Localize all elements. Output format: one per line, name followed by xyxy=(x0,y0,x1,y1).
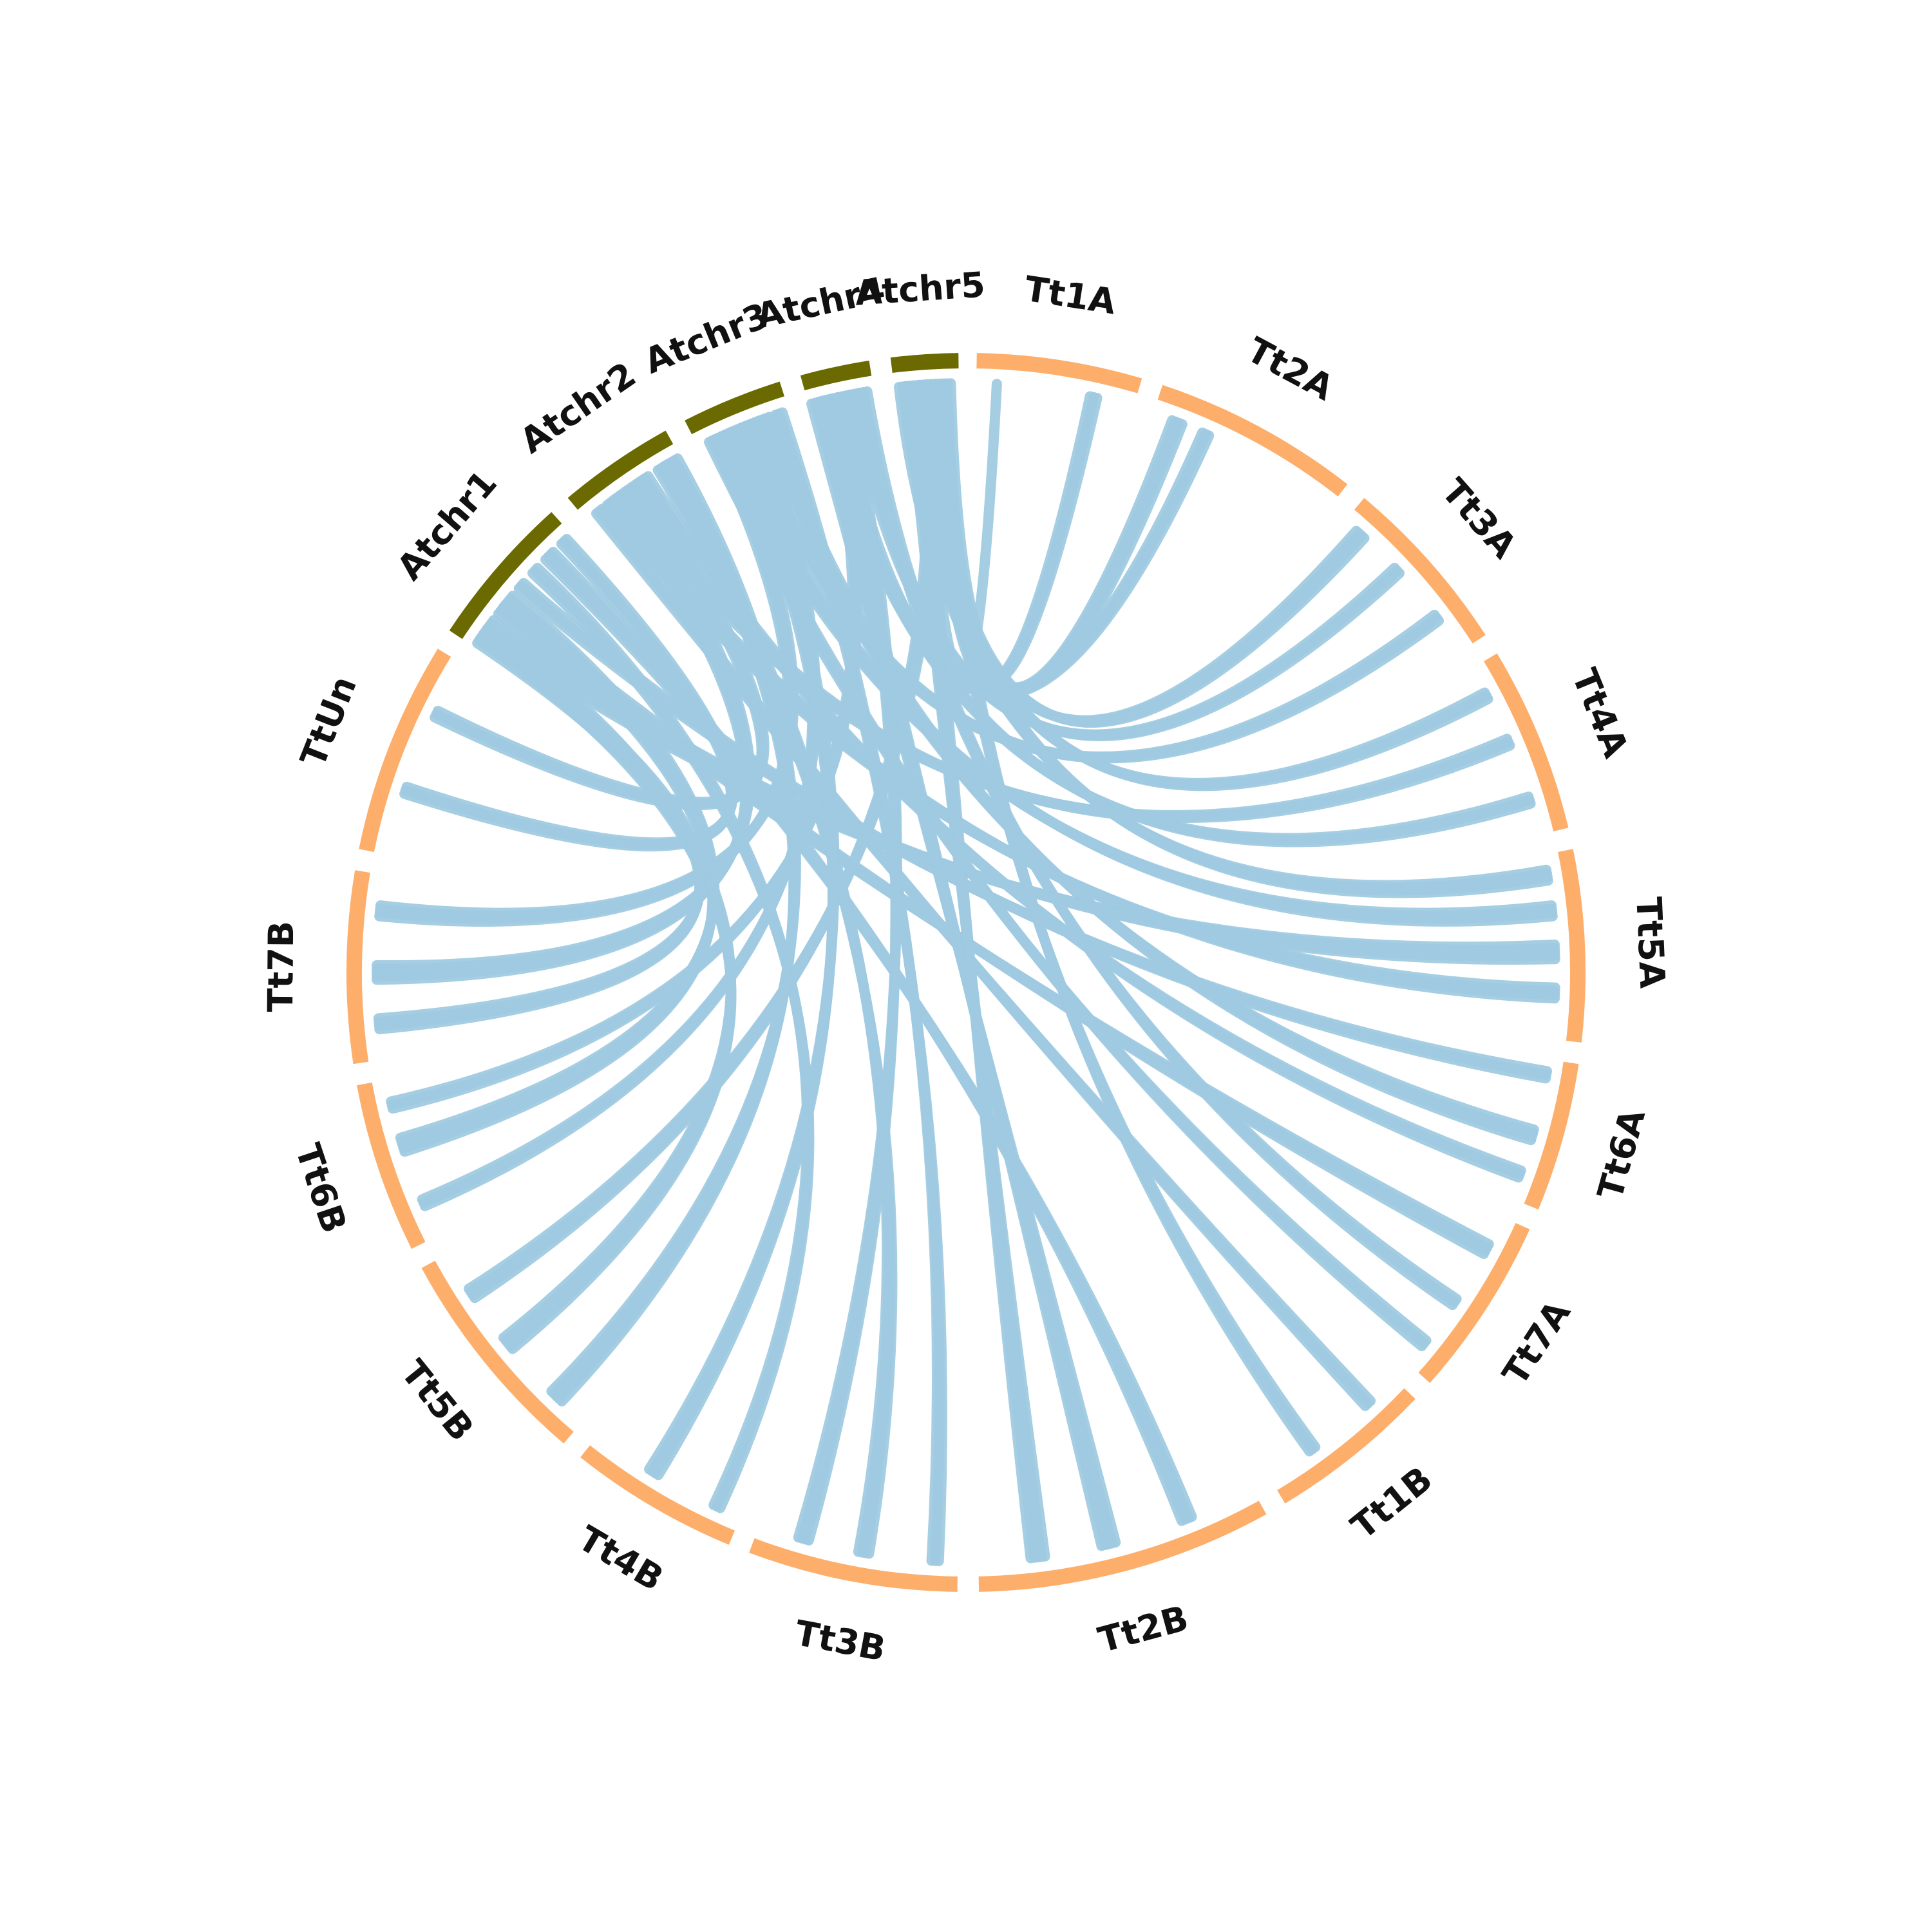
segment-arc-tt2b xyxy=(978,1501,1267,1592)
segment-label-tt2b: Tt2B xyxy=(1094,1598,1193,1661)
link-strand xyxy=(546,453,801,1397)
segment-arc-tt3a xyxy=(1354,498,1486,644)
segment-arc-tt1b xyxy=(1277,1388,1416,1504)
link-strand xyxy=(500,600,1489,1259)
link-strand xyxy=(375,431,799,918)
link-atchr3-tt3b-25 xyxy=(770,407,947,1567)
segment-label-atchr5: Atchr5 xyxy=(854,264,987,313)
segment-arc-tt7a xyxy=(1418,1222,1530,1383)
segment-arc-atchr4 xyxy=(800,360,872,391)
link-strand xyxy=(401,534,739,848)
link-atchr1-tt4b-28 xyxy=(527,562,815,1513)
segment-label-tt7a: Tt7A xyxy=(1495,1293,1578,1392)
segment-arc-tt4b xyxy=(580,1445,735,1545)
link-strand xyxy=(726,426,1558,927)
segment-arc-atchr1 xyxy=(449,512,562,639)
link-strand xyxy=(862,386,1458,1311)
link-atchr1-tt6b-34 xyxy=(395,591,720,1157)
link-atchr3-tt6b-33 xyxy=(417,415,821,1211)
segment-label-tt4a: Tt4A xyxy=(1564,663,1636,763)
link-atchr4-tt7a-18 xyxy=(855,386,1462,1311)
segment-arc-atchr2 xyxy=(567,430,674,510)
link-atchr5-tt1b-21 xyxy=(931,378,1321,1457)
segment-label-tt7b: Tt7B xyxy=(260,921,301,1012)
segment-label-tt5a: Tt5A xyxy=(1628,896,1672,989)
link-strand xyxy=(464,379,943,1294)
link-strand xyxy=(386,393,863,1107)
segment-label-ttun: TtUn xyxy=(292,670,365,772)
link-strand xyxy=(417,415,821,1205)
link-strand xyxy=(764,412,1537,1146)
segment-arc-tt6b xyxy=(357,1082,426,1249)
link-strand xyxy=(532,562,813,1510)
segments-layer xyxy=(346,353,1586,1592)
segment-arc-atchr5 xyxy=(890,353,959,373)
segment-label-tt5b: Tt5B xyxy=(393,1352,482,1449)
segment-label-tt6b: Tt6B xyxy=(287,1139,355,1238)
link-strand xyxy=(433,477,770,808)
segment-label-tt4b: Tt4B xyxy=(571,1518,670,1599)
link-atchr4-tt6b-35 xyxy=(386,393,863,1114)
segment-label-tt1b: Tt1B xyxy=(1343,1459,1440,1548)
segment-arc-ttun xyxy=(359,649,451,852)
segment-arc-tt5b xyxy=(421,1260,574,1444)
segment-label-atchr1: Atchr1 xyxy=(389,462,505,587)
segment-label-tt3b: Tt3B xyxy=(792,1613,889,1669)
link-strand xyxy=(793,390,902,1543)
link-strand xyxy=(777,407,942,1566)
segment-arc-tt5a xyxy=(1558,849,1586,1043)
segment-arc-tt7b xyxy=(346,870,370,1065)
link-atchr3-tt7b-38 xyxy=(374,431,799,927)
segment-label-tt6a: Tt6A xyxy=(1589,1104,1653,1204)
link-atchr5-tt5b-32 xyxy=(464,379,943,1303)
segment-label-tt2a: Tt2A xyxy=(1240,329,1340,408)
links-layer xyxy=(372,378,1560,1567)
segment-arc-tt3b xyxy=(749,1538,958,1592)
segment-label-atchr2: Atchr2 xyxy=(513,354,643,461)
segment-arc-tt6a xyxy=(1524,1061,1579,1210)
link-strand xyxy=(395,591,720,1143)
segment-arc-atchr3 xyxy=(685,381,784,435)
segment-arc-tt1a xyxy=(976,353,1142,393)
link-strand xyxy=(518,578,1551,1084)
link-atchr4-tt3b-27 xyxy=(793,390,902,1546)
segment-label-tt3a: Tt3A xyxy=(1434,471,1524,566)
link-strand xyxy=(938,378,1315,1457)
segment-label-tt1a: Tt1A xyxy=(1022,269,1119,323)
segment-arc-tt4a xyxy=(1484,653,1569,832)
link-atchr1-ttun-39 xyxy=(399,534,739,852)
segment-label-atchr3: Atchr3 xyxy=(639,295,775,382)
segment-arc-tt2a xyxy=(1157,384,1348,497)
link-atchr2-tt5b-30 xyxy=(546,453,801,1406)
link-atchr2-ttun-40 xyxy=(430,477,770,811)
